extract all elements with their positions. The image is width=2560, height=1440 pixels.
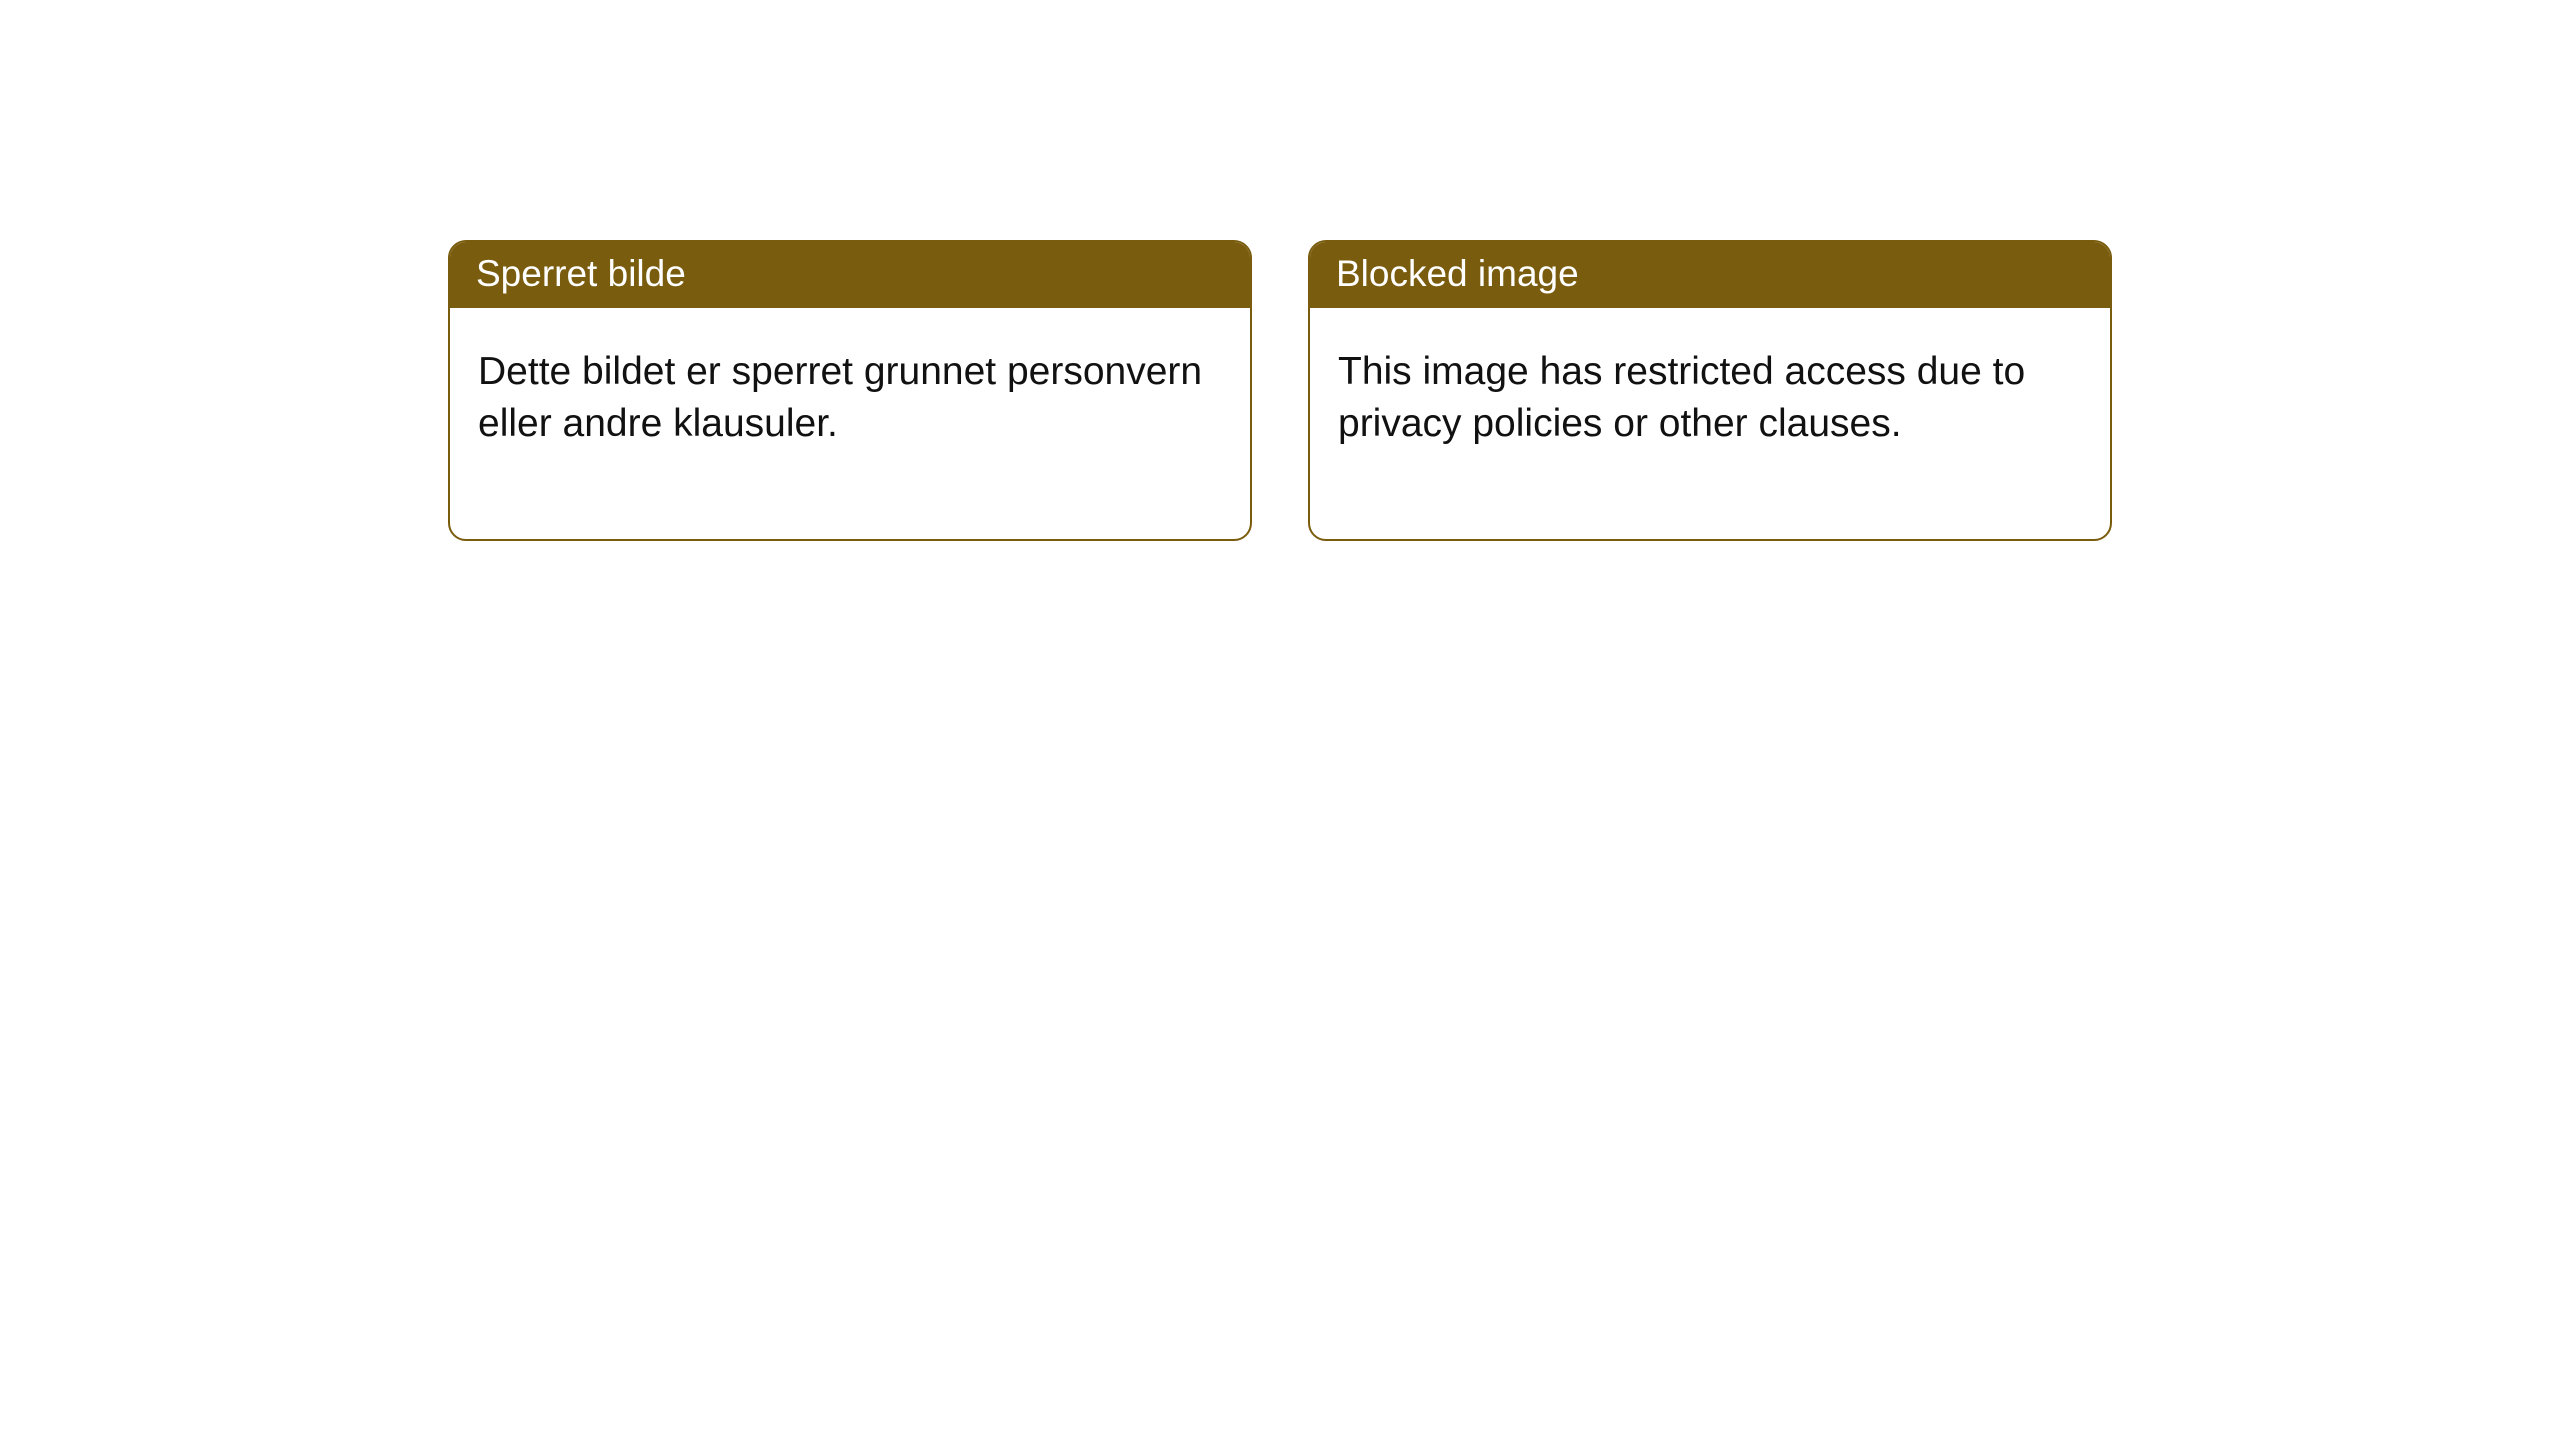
card-header: Blocked image <box>1310 242 2110 308</box>
card-body: This image has restricted access due to … <box>1310 308 2110 539</box>
card-title: Blocked image <box>1336 253 1579 294</box>
cards-container: Sperret bilde Dette bildet er sperret gr… <box>0 0 2560 541</box>
blocked-image-card-en: Blocked image This image has restricted … <box>1308 240 2112 541</box>
card-body: Dette bildet er sperret grunnet personve… <box>450 308 1250 539</box>
card-title: Sperret bilde <box>476 253 686 294</box>
blocked-image-card-no: Sperret bilde Dette bildet er sperret gr… <box>448 240 1252 541</box>
card-body-text: Dette bildet er sperret grunnet personve… <box>478 350 1202 444</box>
card-body-text: This image has restricted access due to … <box>1338 350 2025 444</box>
card-header: Sperret bilde <box>450 242 1250 308</box>
